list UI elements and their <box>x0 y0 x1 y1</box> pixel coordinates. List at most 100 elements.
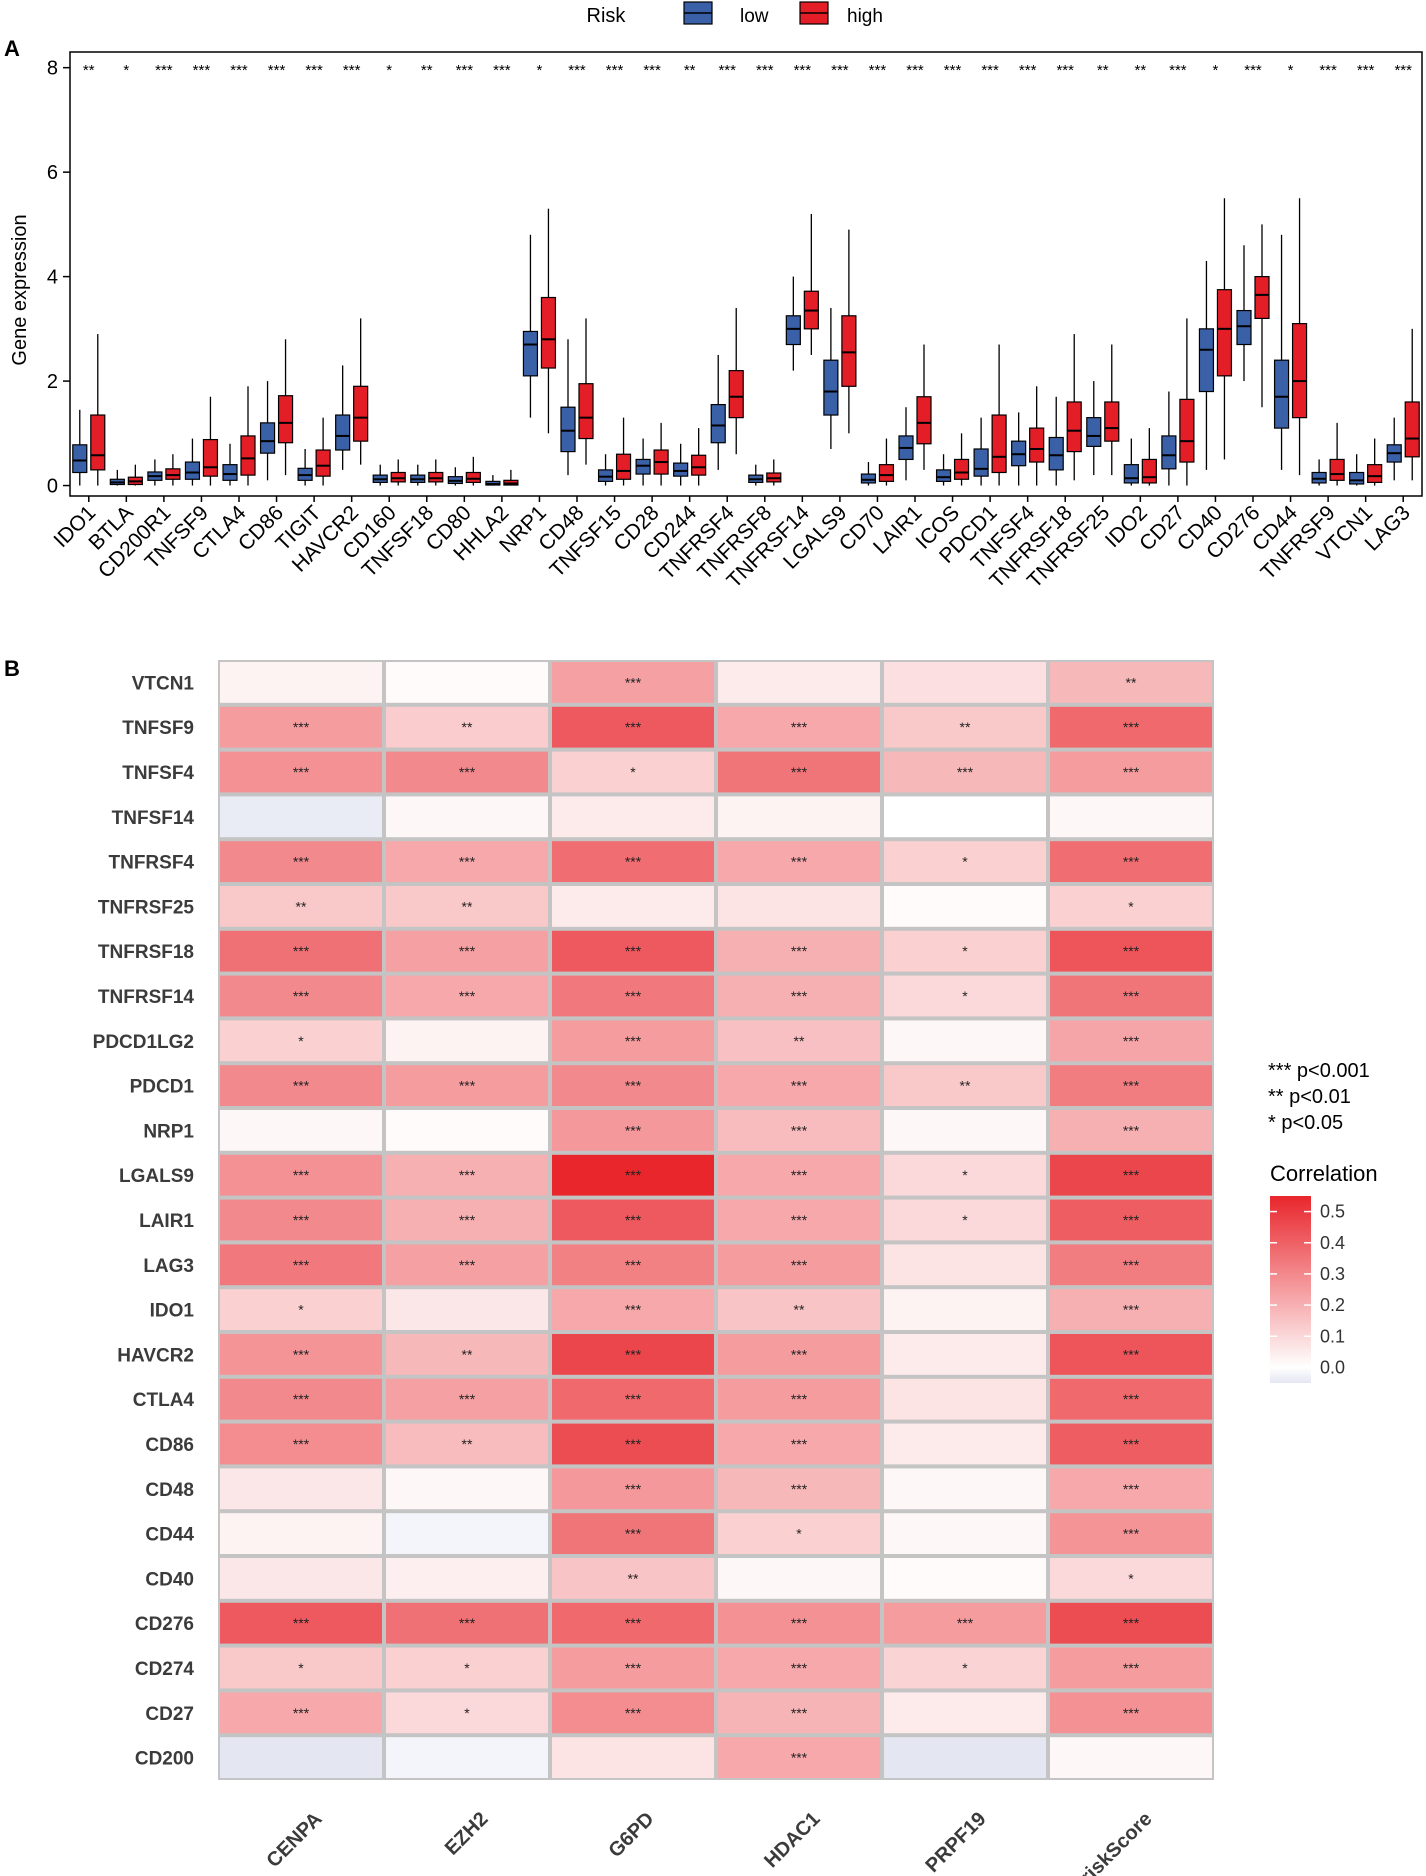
cell-significance: * <box>298 1033 304 1049</box>
cell-significance: *** <box>293 719 310 735</box>
heatmap-cell <box>552 706 714 748</box>
box-high <box>878 438 895 486</box>
heatmap-cell <box>718 1154 880 1196</box>
cell-significance: *** <box>625 1660 642 1676</box>
cell-significance: * <box>1128 1570 1134 1586</box>
box-high <box>578 318 594 465</box>
heatmap-cell <box>220 930 382 972</box>
heatmap-cell <box>718 975 880 1017</box>
panel-a-label: A <box>4 36 20 61</box>
box-body <box>1236 309 1252 346</box>
box-body <box>540 296 557 369</box>
heatmap-cell <box>552 1513 714 1554</box>
significance-mark: ** <box>83 62 95 79</box>
column-label: CENPA <box>263 1808 327 1872</box>
cell-significance: *** <box>293 1391 310 1407</box>
box-body <box>860 473 877 484</box>
heatmap-cell <box>718 1020 880 1062</box>
heatmap-cell <box>552 1065 714 1106</box>
box-high <box>1291 198 1308 476</box>
heatmap-cell <box>718 1647 880 1689</box>
box-body <box>1367 464 1383 484</box>
box-high <box>353 318 369 465</box>
heatmap-cell <box>884 1468 1046 1510</box>
heatmap-cell <box>386 1020 548 1062</box>
heatmap-cell <box>552 1602 714 1644</box>
sig-legend-3star: *** p<0.001 <box>1268 1060 1370 1082</box>
box-body <box>615 453 632 480</box>
cell-significance: *** <box>1123 1436 1140 1452</box>
cell-significance: *** <box>1123 1481 1140 1497</box>
box-low <box>710 354 726 470</box>
row-label: CD27 <box>145 1704 194 1725</box>
row-label: HAVCR2 <box>117 1345 194 1366</box>
box-high <box>691 428 707 486</box>
cell-significance: ** <box>794 1033 805 1049</box>
heatmap-cell <box>884 1334 1046 1375</box>
box-high <box>127 464 143 486</box>
box-high <box>841 229 857 434</box>
heatmap-cell <box>552 1199 714 1241</box>
box-body <box>353 385 369 442</box>
box-low <box>72 409 88 486</box>
box-body <box>916 396 932 445</box>
cell-significance: *** <box>625 1481 642 1497</box>
box-body <box>935 469 952 482</box>
heatmap-cell <box>1050 1199 1212 1241</box>
column-label: G6PD <box>604 1808 658 1862</box>
box-high <box>953 433 970 486</box>
heatmap-cell <box>552 662 714 703</box>
risk-legend: Risk low high <box>587 1 883 27</box>
y-tick-label: 4 <box>47 267 58 289</box>
heatmap-cell <box>552 1020 714 1062</box>
cell-significance: ** <box>960 1078 971 1094</box>
box-low <box>222 443 238 486</box>
heatmap-cell <box>386 1110 548 1151</box>
cell-significance: *** <box>791 764 808 780</box>
heatmap-cell <box>386 1154 548 1196</box>
cell-significance: *** <box>293 1257 310 1273</box>
heatmap-cell <box>386 886 548 927</box>
cell-significance: *** <box>1123 719 1140 735</box>
cell-significance: *** <box>459 854 476 870</box>
heatmap-cell <box>718 1602 880 1644</box>
box-low <box>1011 412 1027 486</box>
heatmap-cell <box>1050 1334 1212 1375</box>
heatmap-cell <box>386 1468 548 1510</box>
cell-significance: *** <box>293 854 310 870</box>
heatmap-cell <box>552 886 714 927</box>
box-low <box>1236 245 1252 382</box>
row-label: LAIR1 <box>139 1211 194 1232</box>
cell-significance: *** <box>293 988 310 1004</box>
plot-frame <box>69 51 1423 497</box>
heatmap-cell <box>1050 1244 1212 1286</box>
box-low <box>1048 396 1064 486</box>
box-high <box>202 396 219 486</box>
cell-significance: *** <box>1123 1346 1140 1362</box>
box-body <box>1254 276 1270 319</box>
cell-significance: ** <box>1126 674 1137 690</box>
colorbar-tick-label: 0.2 <box>1320 1295 1345 1315</box>
box-high <box>1216 198 1233 460</box>
box-body <box>691 454 707 476</box>
box-body <box>1029 427 1045 463</box>
box-high <box>728 307 744 455</box>
box-body <box>1216 289 1233 377</box>
heatmap-cell <box>884 1558 1046 1599</box>
cell-significance: *** <box>293 1212 310 1228</box>
heatmap-cell <box>220 1513 382 1554</box>
box-body <box>1273 359 1290 429</box>
significance-mark: *** <box>756 62 774 79</box>
cell-significance: * <box>962 1167 968 1183</box>
heatmap-cell <box>884 1378 1046 1420</box>
box-low <box>372 464 388 486</box>
significance-mark: *** <box>493 62 511 79</box>
significance-mark: *** <box>1169 62 1187 79</box>
heatmap-cell <box>1050 662 1212 703</box>
heatmap-cell <box>884 1692 1046 1734</box>
heatmap-cell <box>220 1154 382 1196</box>
heatmap-cell <box>386 1513 548 1554</box>
heatmap-cell <box>386 1737 548 1778</box>
cell-significance: *** <box>293 1078 310 1094</box>
